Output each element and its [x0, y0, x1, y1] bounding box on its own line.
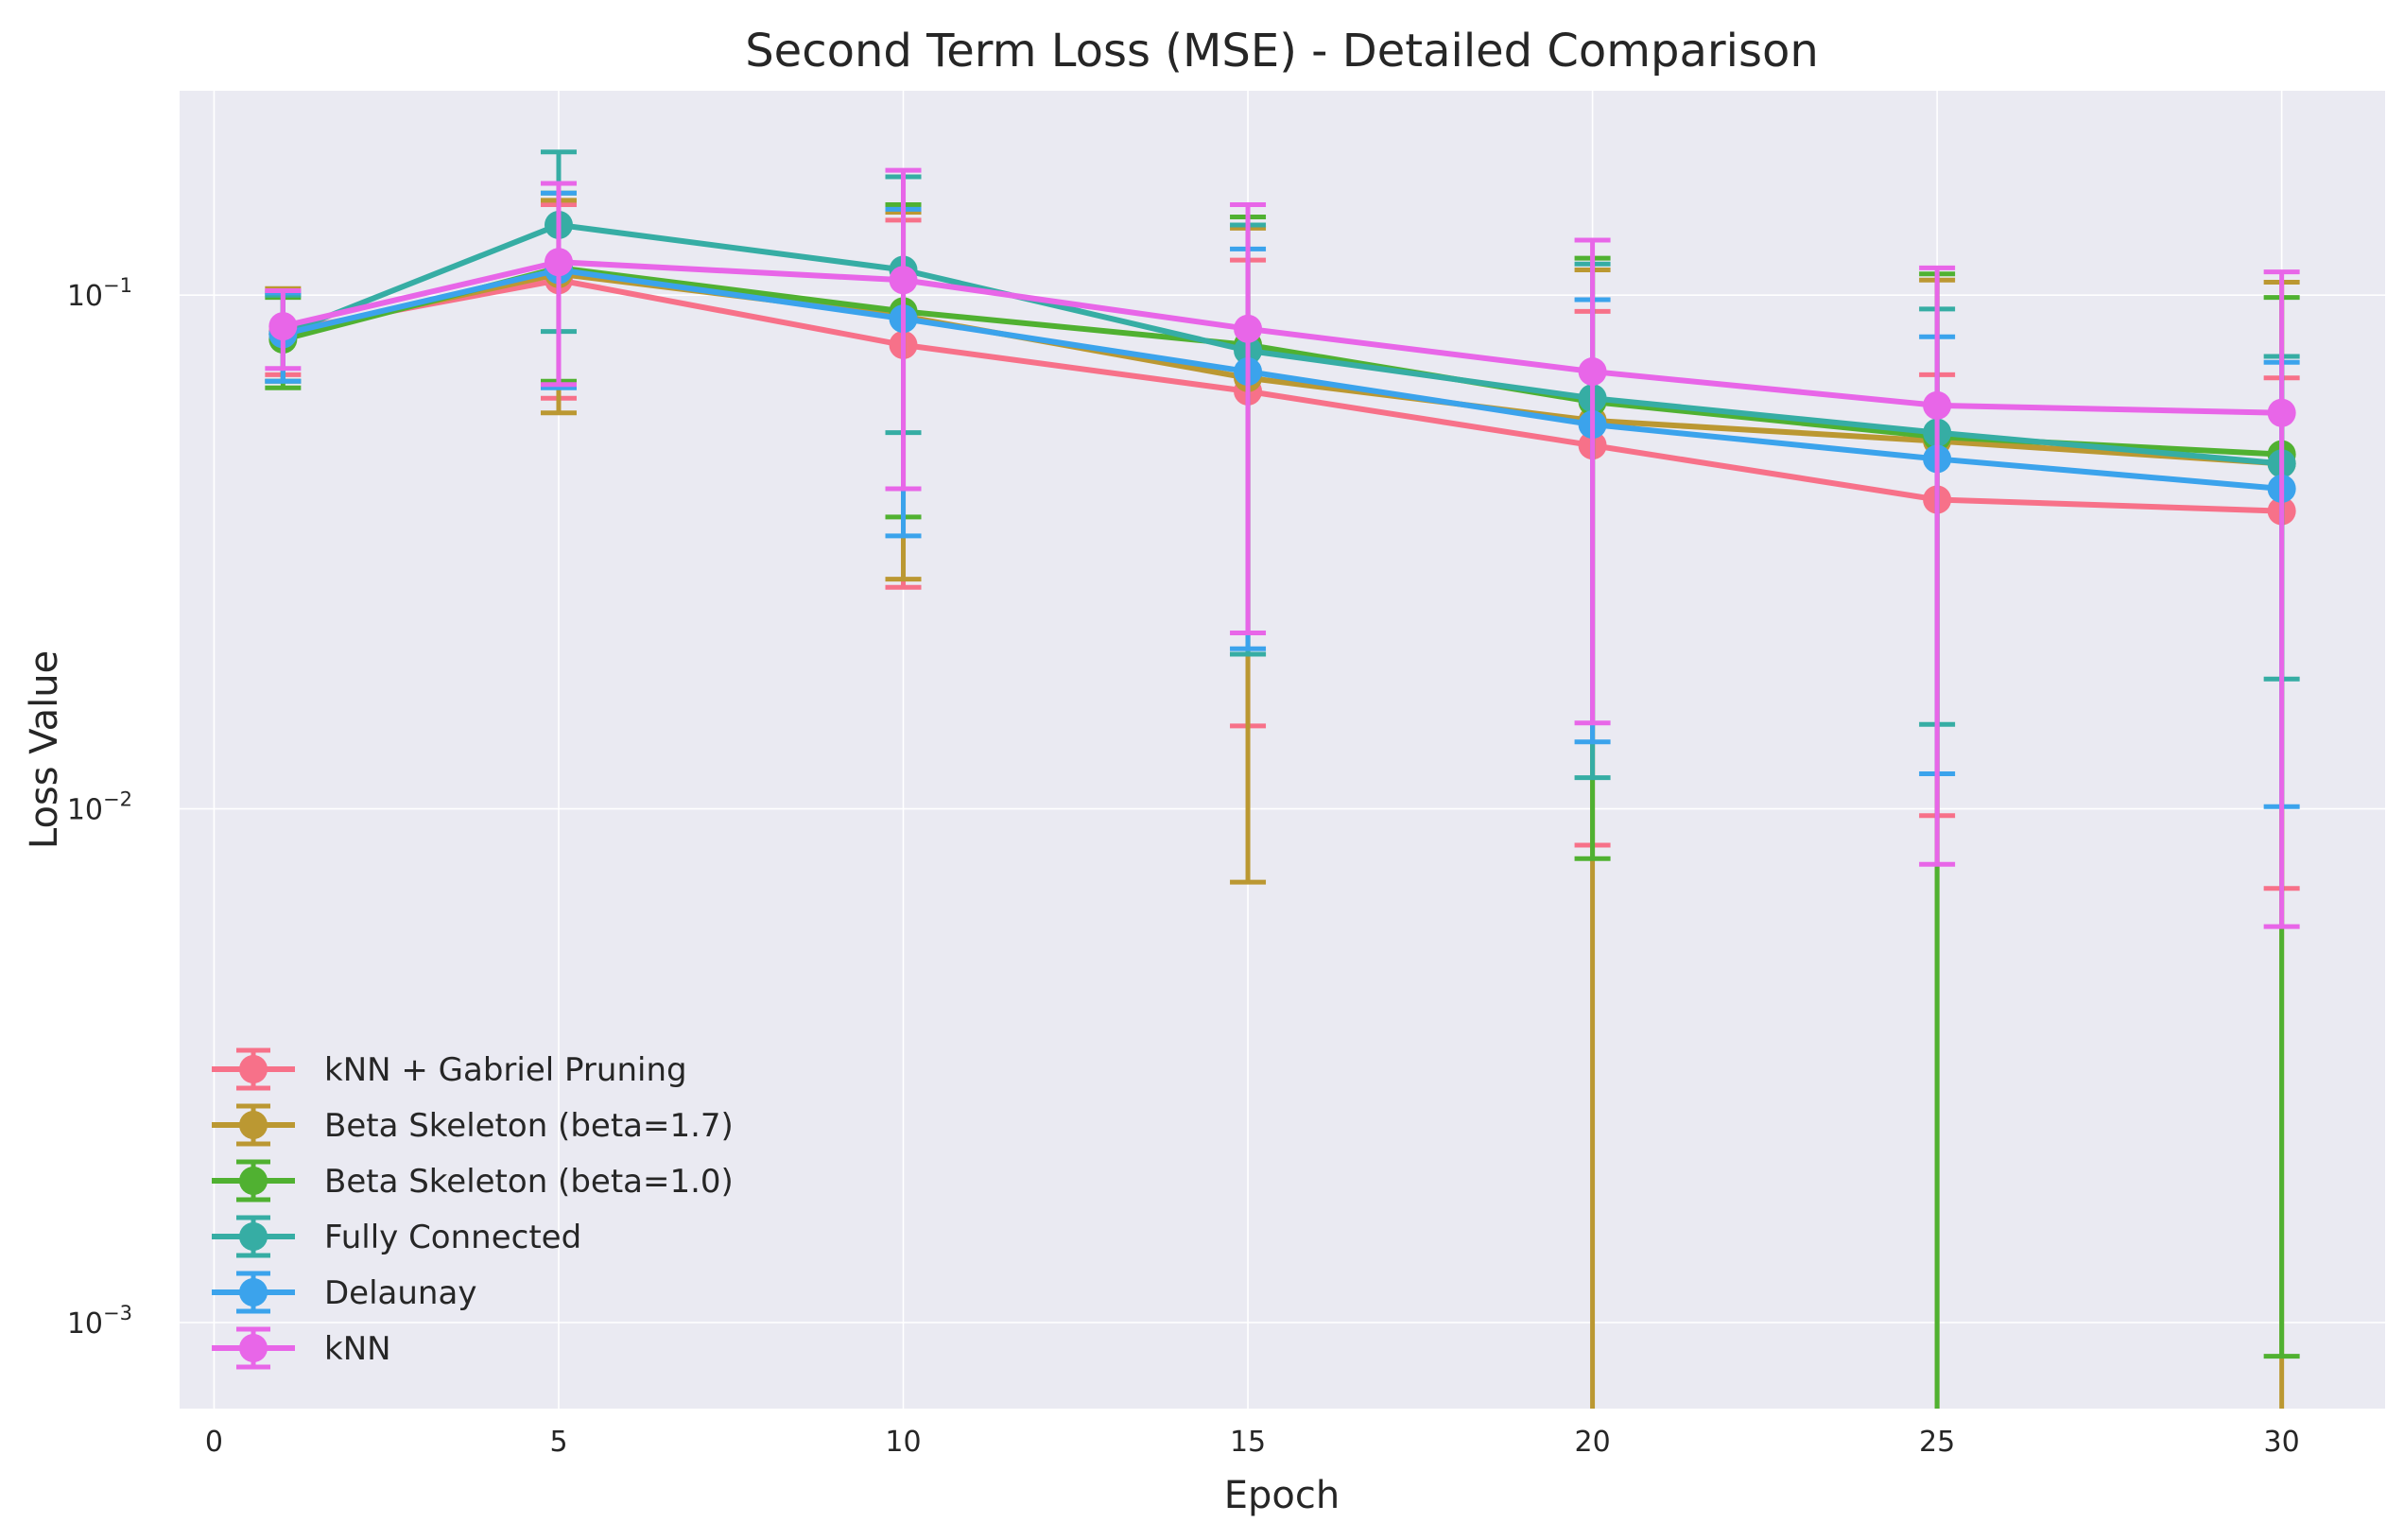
data-point [1578, 357, 1607, 387]
legend-item: Delaunay [212, 1271, 476, 1314]
data-point [268, 312, 298, 341]
data-point [544, 248, 573, 277]
y-tick-label: 10−2 [67, 788, 132, 827]
x-tick-label: 15 [1230, 1426, 1266, 1459]
data-point [1234, 314, 1263, 343]
legend-marker [239, 1334, 268, 1362]
legend-marker [239, 1111, 268, 1139]
x-tick-label: 20 [1574, 1426, 1610, 1459]
legend: kNN + Gabriel Pruning Beta Skeleton (beta… [212, 1047, 734, 1370]
legend-label: Beta Skeleton (beta=1.0) [324, 1163, 734, 1201]
legend-item: kNN [212, 1326, 391, 1370]
x-tick-label: 10 [885, 1426, 921, 1459]
x-tick-label: 25 [1919, 1426, 1955, 1459]
legend-item: kNN + Gabriel Pruning [212, 1047, 687, 1091]
legend-item: Fully Connected [212, 1215, 581, 1258]
x-axis-label: Epoch [1224, 1474, 1340, 1517]
x-axis: 0 5 10 15 20 25 30 [205, 1426, 2300, 1459]
legend-marker [239, 1278, 268, 1306]
legend-label: Beta Skeleton (beta=1.7) [324, 1107, 734, 1145]
legend-label: Delaunay [324, 1274, 476, 1312]
x-tick-label: 0 [205, 1426, 223, 1459]
y-axis-label: Loss Value [23, 650, 66, 849]
x-tick-label: 5 [549, 1426, 567, 1459]
data-point [889, 266, 918, 295]
data-point [2267, 398, 2296, 427]
chart-title: Second Term Loss (MSE) - Detailed Compar… [745, 25, 1819, 78]
plot-background [180, 91, 2385, 1409]
y-tick-label: 10−1 [67, 274, 132, 313]
x-tick-label: 30 [2264, 1426, 2300, 1459]
legend-marker [239, 1055, 268, 1083]
y-tick-label: 10−3 [67, 1302, 132, 1341]
y-axis: 10−3 10−2 10−1 [67, 274, 132, 1341]
legend-label: kNN + Gabriel Pruning [324, 1051, 687, 1089]
legend-marker [239, 1167, 268, 1195]
legend-item: Beta Skeleton (beta=1.0) [212, 1159, 734, 1203]
data-point [1923, 390, 1952, 420]
legend-label: Fully Connected [324, 1219, 581, 1256]
legend-label: kNN [324, 1330, 391, 1368]
legend-marker [239, 1222, 268, 1251]
legend-item: Beta Skeleton (beta=1.7) [212, 1103, 734, 1147]
series-layer [265, 149, 2300, 1409]
series-6 [265, 167, 2300, 929]
